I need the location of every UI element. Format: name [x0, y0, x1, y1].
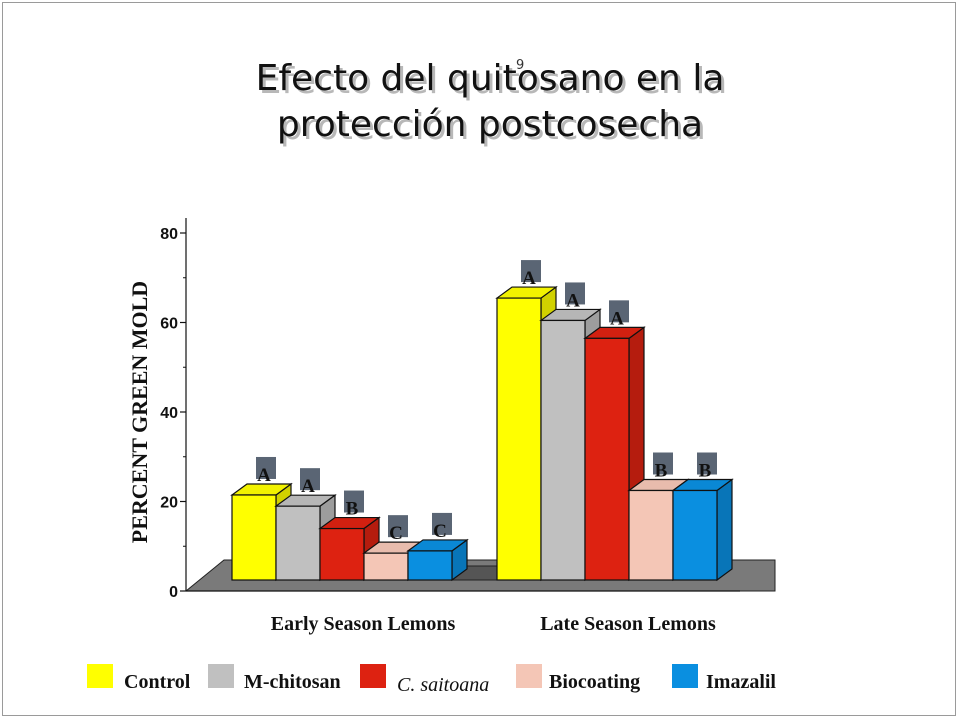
bar-front — [407, 550, 453, 581]
bar-front — [540, 319, 586, 581]
bar-front — [628, 489, 674, 581]
significance-tile — [653, 452, 673, 475]
significance-tile — [697, 452, 717, 475]
legend-swatch-biocoating — [516, 664, 542, 688]
x-category-label: Early Season Lemons — [271, 613, 456, 635]
bar: B — [671, 452, 734, 582]
legend-swatch-c-saitoana — [360, 664, 386, 688]
bar-front — [363, 552, 409, 581]
significance-tile — [609, 300, 629, 323]
bar: C — [406, 512, 469, 582]
y-tick-label: 40 — [160, 405, 178, 422]
y-tick-label: 80 — [160, 226, 178, 243]
bar-front — [584, 337, 630, 581]
y-axis-label: PERCENT GREEN MOLD — [127, 281, 152, 543]
significance-tile — [300, 468, 320, 491]
significance-letter: A — [566, 290, 580, 311]
bars: A A B C C A A A B B — [230, 260, 734, 582]
legend-label-m-chitosan: M-chitosan — [244, 671, 341, 693]
title-line-1: Efecto del quitosano en la — [255, 58, 725, 99]
significance-tile — [565, 282, 585, 305]
significance-tile — [521, 260, 541, 283]
legend-swatch-m-chitosan — [208, 664, 234, 688]
bar-front — [319, 527, 365, 581]
significance-tile — [344, 490, 364, 513]
significance-letter: A — [257, 465, 271, 486]
significance-letter: A — [301, 476, 315, 497]
slide-number: 9 — [516, 58, 525, 73]
significance-letter: B — [699, 461, 712, 482]
significance-letter: C — [433, 521, 447, 542]
significance-tile — [388, 515, 408, 538]
significance-letter: B — [655, 461, 668, 482]
title-line-2: protección postcosecha — [276, 104, 704, 145]
significance-letter: A — [522, 268, 536, 289]
legend-label-control: Control — [124, 671, 191, 693]
bar-front — [231, 494, 277, 581]
significance-tile — [256, 456, 276, 479]
legend-swatch-control — [87, 664, 113, 688]
significance-letter: C — [389, 523, 403, 544]
y-tick-label: 20 — [160, 495, 178, 512]
legend-label-biocoating: Biocoating — [549, 671, 641, 693]
legend-swatch-imazalil — [672, 664, 698, 688]
bar-front — [275, 505, 321, 581]
bar-front — [672, 489, 718, 581]
significance-tile — [432, 512, 452, 535]
significance-letter: B — [346, 499, 359, 520]
y-axis: 0 20 40 60 80 Early Season Lemons Late Season … — [160, 218, 740, 635]
bar-side — [716, 478, 733, 582]
x-category-label: Late Season Lemons — [540, 613, 716, 635]
bar-front — [496, 297, 542, 581]
legend-label-imazalil: Imazalil — [706, 671, 776, 693]
legend-label-c-saitoana: C. saitoana — [397, 674, 490, 696]
bar: A — [230, 456, 293, 582]
slide-title: Efecto del quitosano en la protección po… — [120, 56, 860, 148]
significance-letter: A — [610, 308, 624, 329]
y-tick-label: 0 — [169, 584, 178, 601]
y-tick-label: 60 — [160, 316, 178, 333]
